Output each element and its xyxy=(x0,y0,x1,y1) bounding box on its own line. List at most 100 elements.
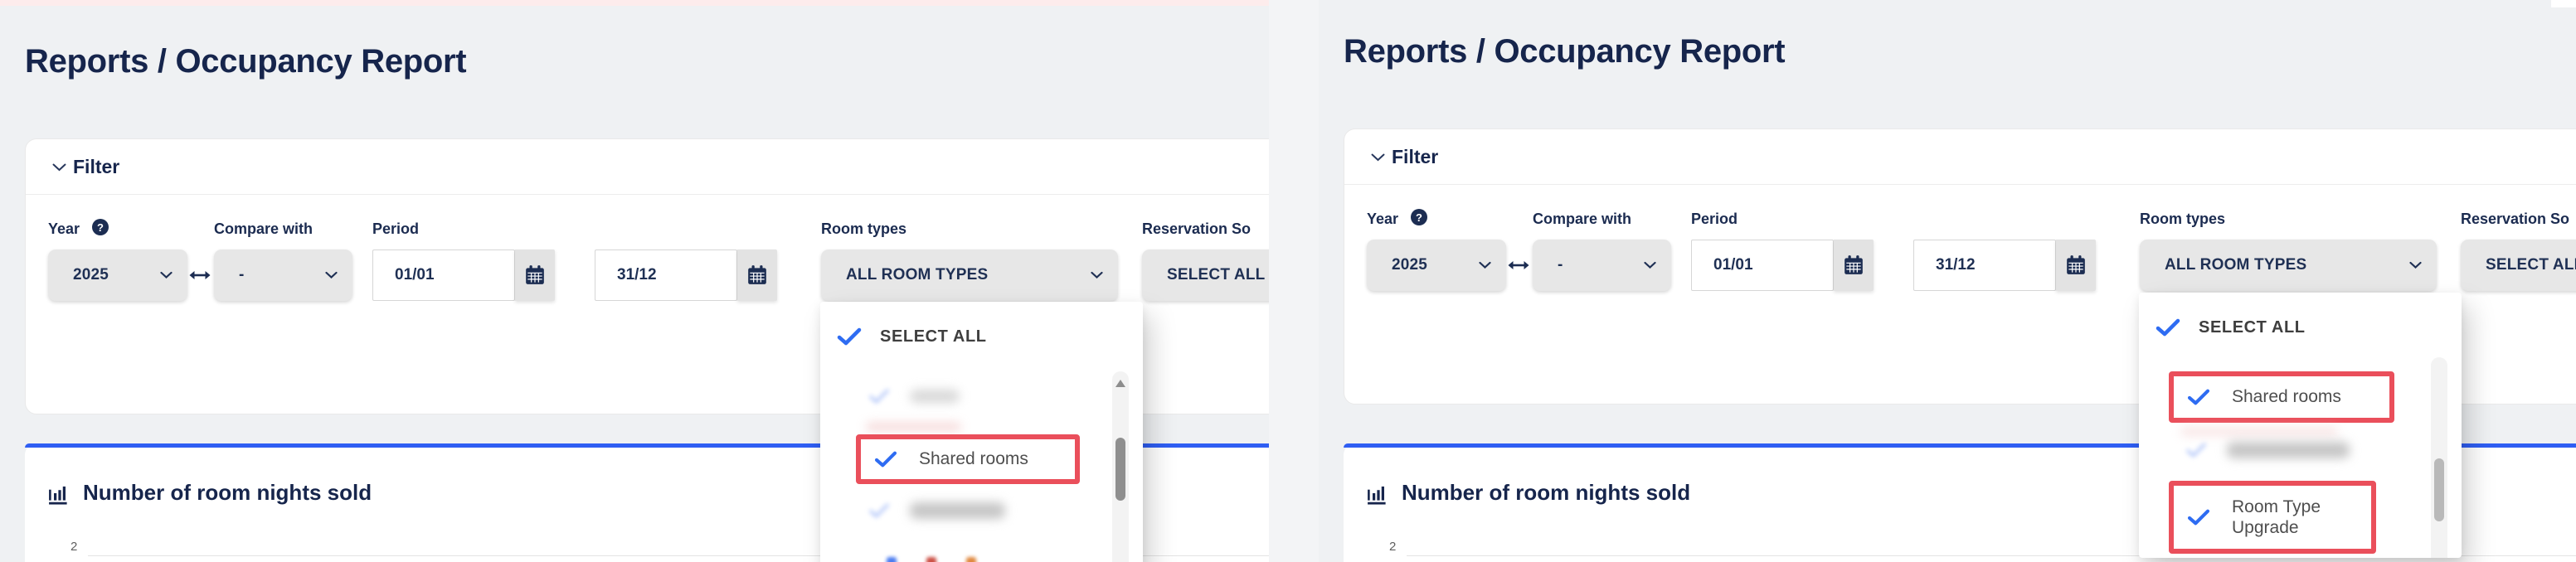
blur-artifact xyxy=(866,423,961,431)
dropdown-item-shared-rooms[interactable]: Shared rooms xyxy=(861,448,1075,469)
dropdown-item-select-all[interactable]: SELECT ALL xyxy=(837,327,987,346)
chevron-down-icon xyxy=(1644,261,1656,269)
chevron-down-icon xyxy=(52,163,66,171)
checkmark-icon xyxy=(2186,443,2206,458)
filter-header-label: Filter xyxy=(1392,146,1439,167)
help-icon[interactable]: ? xyxy=(1411,209,1427,225)
chart-heading-label: Number of room nights sold xyxy=(1402,480,1691,505)
help-icon[interactable]: ? xyxy=(92,219,109,235)
select-all-label: SELECT ALL xyxy=(880,327,987,346)
dropdown-item-room-type-upgrade[interactable]: Room Type Upgrade xyxy=(2174,497,2371,538)
select-all-label: SELECT ALL xyxy=(2199,317,2306,337)
reservation-sources-select[interactable]: SELECT ALL C xyxy=(1142,250,1269,301)
page-title: Reports / Occupancy Report xyxy=(25,43,467,80)
filter-card: Filter Year ? Compare with Period Room t… xyxy=(25,138,1269,414)
period-label: Period xyxy=(372,220,420,237)
compare-with-select[interactable]: - xyxy=(1533,240,1671,291)
year-label: Year xyxy=(1367,211,1399,227)
dropdown-item-label: Room Type Upgrade xyxy=(2232,497,2321,537)
checkmark-icon xyxy=(837,327,862,346)
chevron-down-icon xyxy=(2409,261,2422,269)
chart-heading-label: Number of room nights sold xyxy=(83,480,372,505)
calendar-icon xyxy=(1845,255,1863,274)
checkmark-icon xyxy=(869,503,889,518)
calendar-button[interactable] xyxy=(737,250,777,301)
clipped-dropdown-item xyxy=(887,557,976,562)
period-end-input[interactable] xyxy=(595,250,737,301)
filter-collapse-toggle[interactable]: Filter xyxy=(1371,146,1438,168)
room-types-dropdown-menu: SELECT ALL Shared rooms Room Type Upgrad… xyxy=(2139,293,2462,558)
room-types-select[interactable]: ALL ROOM TYPES xyxy=(2140,240,2437,291)
reservation-sources-select[interactable]: SELECT ALL C xyxy=(2461,240,2576,291)
chevron-down-icon xyxy=(325,271,338,279)
dropdown-item-shared-rooms[interactable]: Shared rooms xyxy=(2174,386,2389,407)
room-types-label: Room types xyxy=(821,220,907,237)
dropdown-item-redacted[interactable] xyxy=(868,388,960,405)
compare-with-select[interactable]: - xyxy=(214,250,352,301)
reservation-sources-select-value: SELECT ALL C xyxy=(1167,266,1269,283)
compare-with-label: Compare with xyxy=(214,220,313,237)
chevron-down-icon xyxy=(160,271,173,279)
room-types-select[interactable]: ALL ROOM TYPES xyxy=(821,250,1118,301)
chart-gridline xyxy=(1407,555,2576,556)
period-start-input[interactable] xyxy=(372,250,515,301)
checkmark-icon xyxy=(869,389,889,404)
dropdown-item-redacted[interactable] xyxy=(868,502,1005,519)
dropdown-scrollbar-thumb[interactable] xyxy=(1115,438,1125,501)
dropdown-item-select-all[interactable]: SELECT ALL xyxy=(2156,317,2306,337)
reservation-sources-label: Reservation So xyxy=(1142,220,1252,237)
calendar-button[interactable] xyxy=(1834,240,1874,291)
compare-with-label: Compare with xyxy=(1533,211,1632,227)
window-corner xyxy=(2551,0,2576,7)
redacted-text xyxy=(910,502,1005,519)
filter-header-label: Filter xyxy=(73,156,120,177)
period-end-input[interactable] xyxy=(1913,240,2056,291)
page-title: Reports / Occupancy Report xyxy=(1344,33,1786,70)
dropdown-item-redacted[interactable] xyxy=(2185,442,2350,458)
period-label: Period xyxy=(1691,211,1738,227)
screenshot-panel-left: Reports / Occupancy Report Filter Year ?… xyxy=(0,0,1269,562)
period-start-input[interactable] xyxy=(1691,240,1834,291)
divider xyxy=(26,194,1269,195)
annotation-highlight-box: Shared rooms xyxy=(2169,371,2394,423)
dropdown-scrollbar-thumb[interactable] xyxy=(2434,458,2444,521)
annotation-highlight-box: Room Type Upgrade xyxy=(2169,481,2376,554)
chart-heading: Number of room nights sold xyxy=(1367,480,1690,506)
year-select[interactable]: 2025 xyxy=(48,250,187,301)
chevron-down-icon xyxy=(1479,261,1491,269)
chevron-down-icon xyxy=(1091,271,1103,279)
chart-gridline xyxy=(88,555,1269,556)
left-right-arrow-icon xyxy=(187,250,213,301)
checkmark-icon xyxy=(2187,509,2210,526)
compare-with-select-value: - xyxy=(1558,256,1563,274)
card-accent-bar xyxy=(1344,443,2576,448)
calendar-icon xyxy=(526,265,544,284)
year-select-value: 2025 xyxy=(73,266,109,283)
redacted-text xyxy=(2227,442,2350,458)
room-types-select-value: ALL ROOM TYPES xyxy=(846,266,989,283)
room-types-dropdown-menu: SELECT ALL Shared rooms xyxy=(820,302,1143,562)
calendar-button[interactable] xyxy=(2056,240,2096,291)
year-label: Year xyxy=(48,220,80,237)
room-types-select-value: ALL ROOM TYPES xyxy=(2165,256,2307,274)
y-axis-tick: 2 xyxy=(70,540,78,554)
room-types-label: Room types xyxy=(2140,211,2226,227)
y-axis-tick: 2 xyxy=(1389,540,1397,554)
screenshot-panel-right: Reports / Occupancy Report Filter Year ?… xyxy=(1319,0,2576,562)
filter-collapse-toggle[interactable]: Filter xyxy=(52,156,119,178)
dropdown-scrollbar-track[interactable] xyxy=(1112,371,1129,562)
checkmark-icon xyxy=(2187,389,2210,405)
calendar-icon xyxy=(2067,255,2085,274)
chevron-down-icon xyxy=(1371,153,1385,161)
year-select[interactable]: 2025 xyxy=(1367,240,1506,291)
chart-heading: Number of room nights sold xyxy=(48,480,372,506)
triangle-up-icon[interactable] xyxy=(1115,380,1125,387)
blur-artifact xyxy=(2180,427,2338,436)
bar-chart-icon xyxy=(49,486,67,505)
dropdown-scrollbar-track[interactable] xyxy=(2431,357,2447,558)
screenshots-gap xyxy=(1269,0,1319,562)
dropdown-item-label: Shared rooms xyxy=(919,449,1028,469)
year-select-value: 2025 xyxy=(1392,256,1428,274)
calendar-button[interactable] xyxy=(515,250,555,301)
